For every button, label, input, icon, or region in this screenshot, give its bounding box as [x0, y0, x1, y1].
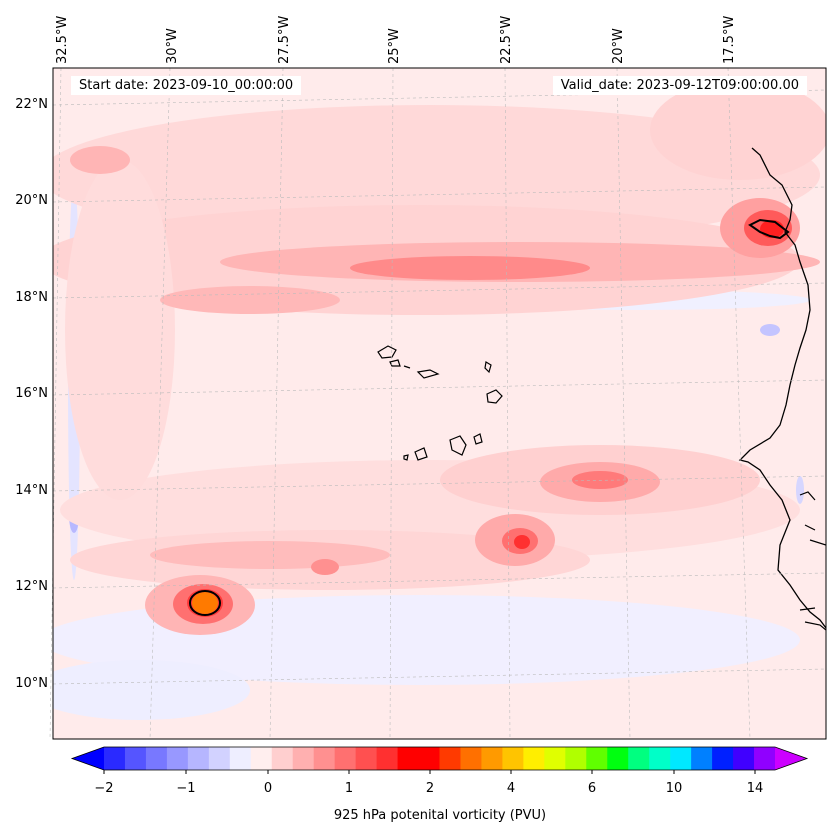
- colorbar-segment: [334, 747, 357, 770]
- colorbar-segment: [229, 747, 252, 770]
- colorbar-segment: [418, 747, 440, 770]
- colorbar-segment: [733, 747, 755, 770]
- colorbar-tick-label: 6: [587, 781, 597, 796]
- pv-band: [650, 80, 826, 180]
- colorbar-segment: [124, 747, 147, 770]
- valid-date-label: Valid_date: 2023-09-12T09:00:00.00: [552, 76, 807, 95]
- colorbar-segment: [166, 747, 189, 770]
- island: [449, 435, 467, 456]
- pv-band: [150, 541, 390, 569]
- pv-strong: [311, 559, 339, 575]
- longitude-label: 27.5°W: [277, 15, 292, 64]
- island: [403, 365, 411, 369]
- latitude-label: 10°N: [15, 676, 48, 691]
- longitude-label: 20°W: [611, 28, 626, 64]
- colorbar-segment: [292, 747, 315, 770]
- colorbar-segment: [250, 747, 273, 770]
- colorbar-segment: [145, 747, 168, 770]
- colorbar: [70, 746, 809, 774]
- colorbar-segment: [628, 747, 650, 770]
- colorbar-tick-label: 0: [263, 781, 273, 796]
- colorbar-segment: [271, 747, 294, 770]
- colorbar-tick-label: 4: [506, 781, 516, 796]
- longitude-label: 17.5°W: [722, 15, 737, 64]
- colorbar-segment: [670, 747, 692, 770]
- longitude-label: 22.5°W: [499, 15, 514, 64]
- colorbar-segment: [397, 747, 420, 770]
- longitude-label: 25°W: [387, 28, 402, 64]
- colorbar-segment: [754, 747, 776, 770]
- latitude-label: 16°N: [15, 386, 48, 401]
- longitude-label: 32.5°W: [55, 15, 70, 64]
- pv-strong: [572, 471, 628, 489]
- colorbar-tick-label: 10: [665, 781, 683, 796]
- colorbar-label: 925 hPa potenital vorticity (PVU): [333, 808, 547, 823]
- colorbar-extend-min: [72, 747, 104, 770]
- latitude-label: 12°N: [15, 579, 48, 594]
- colorbar-segment: [502, 747, 524, 770]
- colorbar-segment: [481, 747, 503, 770]
- negative-region: [53, 660, 250, 720]
- pv-band: [53, 105, 820, 245]
- colorbar-segment: [104, 747, 126, 770]
- colorbar-segment: [544, 747, 566, 770]
- longitude-label: 30°W: [165, 28, 180, 64]
- negative-region: [760, 324, 780, 336]
- latitude-label: 22°N: [15, 97, 48, 112]
- island: [377, 345, 397, 359]
- island: [414, 447, 428, 461]
- map-frame: [52, 67, 827, 740]
- island: [403, 454, 409, 461]
- colorbar-segment: [439, 747, 461, 770]
- colorbar-segment: [376, 747, 399, 770]
- latitude-label: 18°N: [15, 290, 48, 305]
- latitude-label: 20°N: [15, 193, 48, 208]
- colorbar-segment: [187, 747, 210, 770]
- colorbar-segment: [712, 747, 734, 770]
- colorbar-segment: [691, 747, 713, 770]
- island: [486, 389, 503, 404]
- colorbar-tick-label: −2: [94, 781, 114, 796]
- colorbar-segment: [649, 747, 671, 770]
- gridlines: [49, 67, 827, 740]
- colorbar-tick-label: −1: [176, 781, 196, 796]
- colorbar-segment: [523, 747, 545, 770]
- colorbar-segment: [586, 747, 608, 770]
- pv-band: [70, 146, 130, 174]
- colorbar-segment: [313, 747, 336, 770]
- pv-core: [514, 535, 530, 549]
- colorbar-segment: [460, 747, 482, 770]
- start-date-label: Start date: 2023-09-10_00:00:00: [71, 76, 302, 95]
- pv-field: [53, 80, 826, 720]
- colorbar-segment: [565, 747, 587, 770]
- pv-core: [760, 220, 784, 238]
- colorbar-segment: [208, 747, 231, 770]
- island: [389, 359, 401, 367]
- negative-region: [796, 476, 804, 504]
- colorbar-tick-label: 14: [746, 781, 764, 796]
- island: [484, 361, 492, 374]
- colorbar-extend-max: [775, 747, 807, 770]
- colorbar-tick-label: 1: [344, 781, 354, 796]
- pv-contour: [189, 590, 221, 616]
- pv-band: [65, 160, 175, 500]
- coastline: [748, 218, 790, 240]
- pv-band: [160, 286, 340, 314]
- colorbar-segment: [355, 747, 378, 770]
- pv-core: [192, 592, 218, 614]
- pv-strong: [350, 256, 590, 280]
- island: [473, 433, 483, 445]
- colorbar-segment: [607, 747, 629, 770]
- coastline: [799, 491, 826, 631]
- island: [416, 369, 440, 379]
- coastline: [738, 147, 826, 629]
- colorbar-tick-label: 2: [425, 781, 435, 796]
- latitude-label: 14°N: [15, 483, 48, 498]
